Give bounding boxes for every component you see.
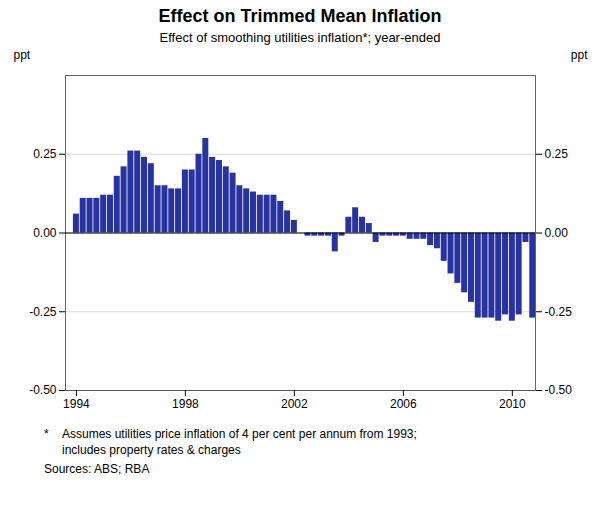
svg-text:0.25: 0.25 — [545, 147, 569, 161]
svg-text:ppt: ppt — [14, 48, 31, 62]
svg-text:2010: 2010 — [499, 397, 526, 411]
svg-text:2006: 2006 — [390, 397, 417, 411]
svg-text:0.00: 0.00 — [545, 226, 569, 240]
svg-text:0.25: 0.25 — [33, 147, 57, 161]
html-text:includes property rates & char: includes property rates & charges — [62, 443, 241, 457]
svg-text:1998: 1998 — [172, 397, 199, 411]
svg-text:0.00: 0.00 — [33, 226, 57, 240]
html-text:Effect of smoothing utilities: Effect of smoothing utilities inflation*… — [159, 30, 441, 45]
svg-text:2002: 2002 — [281, 397, 308, 411]
svg-text:ppt: ppt — [571, 48, 588, 62]
svg-text:-0.25: -0.25 — [545, 305, 573, 319]
html-text:Assumes utilities price inflat: Assumes utilities price inflation of 4 p… — [62, 427, 417, 441]
html-text:Sources: ABS; RBA: Sources: ABS; RBA — [44, 462, 150, 476]
svg-text:-0.50: -0.50 — [545, 383, 573, 397]
svg-text:-0.25: -0.25 — [29, 305, 57, 319]
svg-text:-0.50: -0.50 — [29, 383, 57, 397]
svg-text:1994: 1994 — [63, 397, 90, 411]
html-text:Effect on Trimmed Mean Inflati: Effect on Trimmed Mean Inflation — [158, 6, 442, 26]
